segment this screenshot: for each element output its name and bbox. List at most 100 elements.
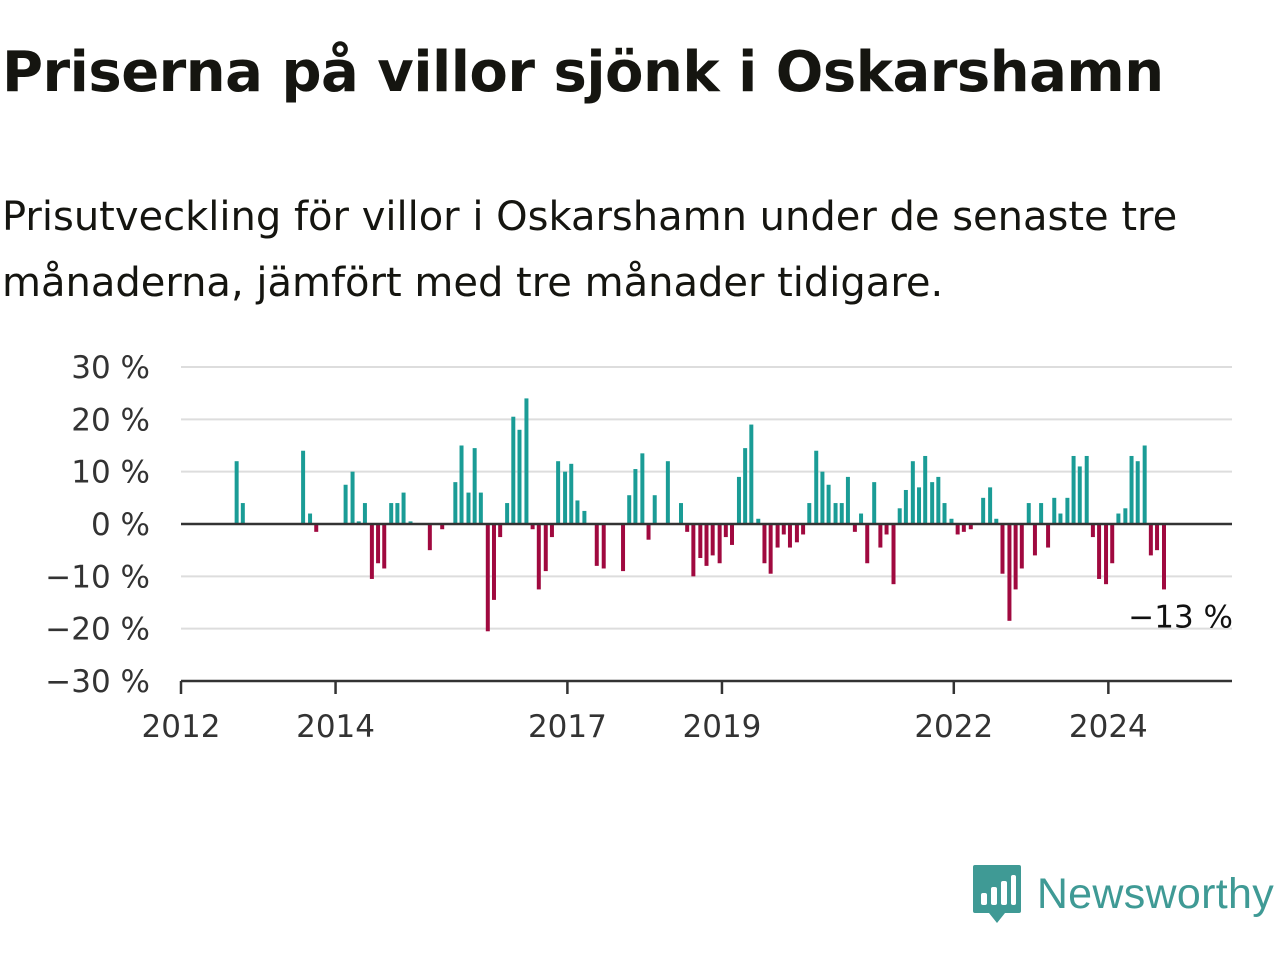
bar [498,524,503,538]
bar [930,482,935,524]
bar [395,503,400,524]
bar [897,508,902,524]
bar [440,524,445,530]
y-tick-label: 20 % [71,402,150,438]
bar [942,503,947,524]
bar [994,518,999,524]
bar [511,416,516,524]
y-tick-label: 30 % [71,350,150,386]
bar [1104,524,1109,585]
bar [1052,497,1057,524]
bar [466,492,471,524]
bar [814,450,819,524]
y-tick-label: −20 % [45,612,150,648]
bar [723,524,728,538]
bar [936,476,941,524]
bar [240,503,245,524]
bar [1135,461,1140,524]
x-tick-label: 2022 [914,709,993,745]
x-tick-label: 2019 [683,709,762,745]
bar [1007,524,1012,621]
bar [1077,466,1082,524]
y-tick-label: −30 % [45,664,150,700]
bar [594,524,599,566]
bar [756,518,761,524]
bar [472,448,477,524]
bar [382,524,387,569]
bar [575,500,580,524]
page-title: Priserna på villor sjönk i Oskarshamn [2,40,1164,105]
bar [314,524,319,532]
bar [427,524,432,551]
brand-name: Newsworthy [1036,869,1274,918]
labels: 30 % 20 % 10 % 0 % −10 % −20 % −30 % 2012 2014 20… [45,350,1233,745]
bar [710,524,715,556]
bar [826,484,831,524]
bar [601,524,606,569]
bar [517,429,522,524]
bar [1110,524,1115,564]
bar [478,492,483,524]
bar [556,461,561,524]
bar [1000,524,1005,574]
bar-chart: 30 % 20 % 10 % 0 % −10 % −20 % −30 % 2012 2014 20… [45,350,1233,745]
bar [1032,524,1037,556]
bar [665,461,670,524]
chart-subtitle: Prisutveckling för villor i Oskarshamn u… [2,194,1178,306]
bar [743,448,748,524]
bar [343,484,348,524]
bar [691,524,696,577]
bar [459,445,464,524]
bar [730,524,734,545]
bar [569,463,574,524]
bar [1071,455,1076,524]
bar [491,524,496,600]
bar [505,503,510,524]
bar [762,524,767,564]
bar [524,398,529,524]
bar [453,482,458,524]
bar [865,524,870,564]
bar [768,524,773,574]
bar [408,521,413,524]
bar [530,524,535,530]
bar [845,476,850,524]
bar [582,510,587,524]
bar [563,471,568,524]
bar [401,492,406,524]
bar [1026,503,1031,524]
bar [1148,524,1153,556]
bar [485,524,490,632]
bar [872,482,877,524]
bar [923,455,928,524]
bars [234,398,1166,632]
bar [369,524,374,579]
bar [910,461,915,524]
bar [1039,503,1044,524]
bar [749,424,754,524]
bar [1097,524,1102,579]
bar [704,524,709,566]
x-tick-label: 2024 [1069,709,1148,745]
bar [536,524,541,590]
bar [646,524,651,540]
bar [859,513,864,524]
y-tick-label: −10 % [45,559,150,595]
bar [633,469,638,524]
bar [839,503,844,524]
bar [968,524,973,530]
bar [652,495,657,524]
bar [1129,455,1134,524]
bar [820,471,825,524]
bar [685,524,690,532]
bar [878,524,883,548]
bar [949,518,954,524]
bar [301,450,306,524]
bar [350,471,355,524]
bar [903,489,908,524]
bar [787,524,792,548]
bar [961,524,966,532]
bar [1046,524,1051,548]
newsworthy-logo: Newsworthy [971,862,1274,926]
bar [1065,497,1070,524]
